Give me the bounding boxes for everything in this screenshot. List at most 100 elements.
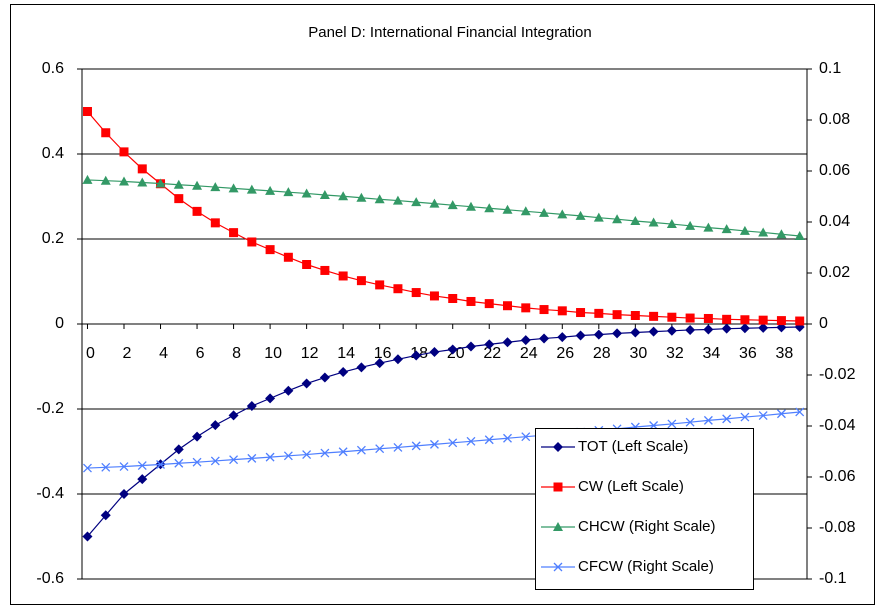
marker xyxy=(575,210,586,220)
marker xyxy=(210,456,220,466)
x-tick-label: 12 xyxy=(301,345,319,362)
marker xyxy=(100,510,111,521)
marker xyxy=(101,128,111,138)
marker xyxy=(612,310,622,320)
marker xyxy=(648,326,659,337)
y2-tick-label: -0.08 xyxy=(819,519,856,536)
marker xyxy=(649,311,659,321)
marker xyxy=(758,315,768,325)
marker xyxy=(666,325,677,336)
marker xyxy=(392,195,403,205)
y-tick-label: 0.6 xyxy=(42,60,64,77)
marker xyxy=(721,323,732,334)
marker xyxy=(593,212,604,222)
marker xyxy=(283,451,293,461)
marker xyxy=(685,324,696,335)
marker xyxy=(101,462,111,472)
y2-tick-label: 0.02 xyxy=(819,264,850,281)
marker xyxy=(502,204,513,214)
marker xyxy=(465,341,476,352)
x-tick-label: 8 xyxy=(232,345,241,362)
series-line xyxy=(87,179,800,237)
y2-tick-label: -0.02 xyxy=(819,366,856,383)
marker xyxy=(155,178,166,188)
marker xyxy=(612,214,623,224)
x-tick-label: 32 xyxy=(666,345,684,362)
marker xyxy=(703,415,713,425)
marker xyxy=(137,164,147,174)
y2-tick-label: -0.1 xyxy=(819,570,847,587)
marker xyxy=(265,393,276,404)
y-tick-label: 0 xyxy=(55,315,64,332)
x-tick-label: 34 xyxy=(702,345,720,362)
marker xyxy=(356,445,366,455)
marker xyxy=(794,231,805,241)
marker xyxy=(228,183,239,193)
marker xyxy=(229,228,239,238)
marker xyxy=(228,410,239,421)
x-tick-label: 16 xyxy=(374,345,392,362)
marker xyxy=(667,312,677,322)
y-tick-label: -0.4 xyxy=(36,485,64,502)
marker xyxy=(776,409,786,419)
marker xyxy=(338,271,348,281)
legend: TOT (Left Scale) CW (Left Scale) CHCW (Rig… xyxy=(535,428,754,590)
marker xyxy=(174,194,184,204)
marker xyxy=(356,192,367,202)
marker xyxy=(722,314,732,324)
x-tick-label: 6 xyxy=(196,345,205,362)
x-tick-label: 22 xyxy=(483,345,501,362)
marker xyxy=(520,335,531,346)
marker xyxy=(502,337,513,348)
marker xyxy=(338,191,349,201)
marker xyxy=(612,328,623,339)
marker xyxy=(630,327,641,338)
marker xyxy=(429,347,440,358)
marker xyxy=(301,188,312,198)
chart-title: Panel D: International Financial Integra… xyxy=(308,24,592,41)
marker xyxy=(539,333,550,344)
marker xyxy=(210,420,221,431)
marker xyxy=(758,322,769,333)
marker xyxy=(557,332,568,343)
marker xyxy=(466,436,476,446)
y-tick-label: 0.2 xyxy=(42,230,64,247)
marker xyxy=(173,179,184,189)
y-tick-label: 0.4 xyxy=(42,145,64,162)
marker xyxy=(192,431,203,442)
marker xyxy=(521,303,531,313)
marker xyxy=(137,474,148,485)
y-tick-label: -0.6 xyxy=(36,570,64,587)
marker xyxy=(173,444,184,455)
marker xyxy=(722,414,732,424)
y2-tick-label: 0.06 xyxy=(819,162,850,179)
legend-label: CW (Left Scale) xyxy=(578,478,684,495)
marker xyxy=(465,201,476,211)
legend-box xyxy=(535,428,754,590)
marker xyxy=(393,284,403,294)
marker xyxy=(119,462,129,472)
legend-marker xyxy=(553,562,563,572)
marker xyxy=(703,222,714,232)
y2-tick-label: 0.1 xyxy=(819,60,841,77)
marker xyxy=(283,252,293,262)
marker xyxy=(630,215,641,225)
marker xyxy=(246,401,257,412)
marker xyxy=(374,194,385,204)
marker xyxy=(739,225,750,235)
x-tick-label: 2 xyxy=(123,345,132,362)
marker xyxy=(758,227,769,237)
marker xyxy=(246,184,257,194)
marker xyxy=(576,308,586,318)
marker xyxy=(594,308,604,318)
marker xyxy=(137,461,147,470)
marker xyxy=(685,220,696,230)
marker xyxy=(466,296,476,306)
marker xyxy=(484,299,494,309)
marker xyxy=(210,218,220,228)
marker xyxy=(703,313,713,323)
x-tick-label: 30 xyxy=(629,345,647,362)
marker xyxy=(503,433,512,443)
marker xyxy=(82,174,93,184)
marker xyxy=(393,442,403,452)
